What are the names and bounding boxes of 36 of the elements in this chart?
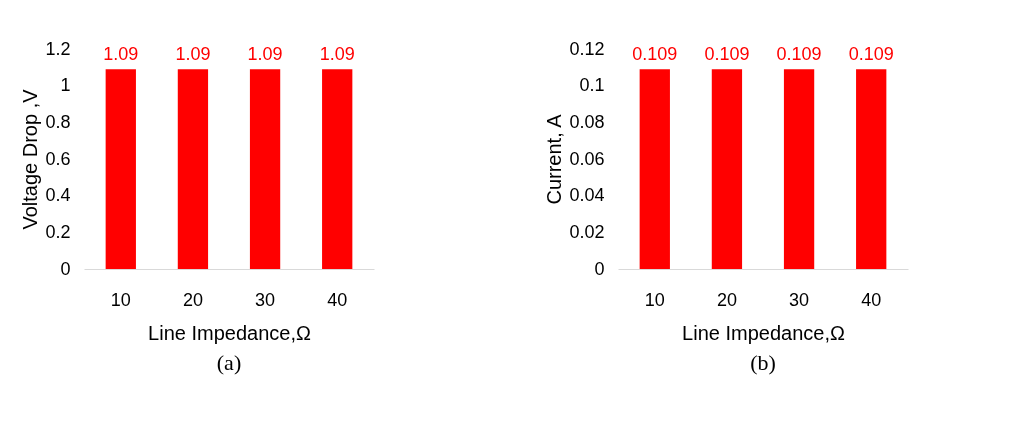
x-tick-label: 10 [644,289,665,310]
data-label: 0.109 [776,44,822,65]
y-tick-label: 0.1 [579,75,605,96]
y-tick-label: 0.6 [45,148,71,169]
data-label: 1.09 [247,44,283,65]
data-label: 0.109 [704,44,750,65]
y-tick-label: 0.8 [45,111,71,132]
y-tick-label: 1.2 [45,38,71,59]
x-tick-label: 20 [716,289,737,310]
y-tick-label: 0.2 [45,221,71,242]
x-tick-label: 20 [182,289,203,310]
data-label: 1.09 [175,44,211,65]
x-tick-label: 10 [110,289,131,310]
x-axis-title: Line Impedance,Ω [148,321,311,344]
data-label: 1.09 [319,44,355,65]
y-tick-label: 0 [60,258,71,279]
y-axis-title: Voltage Drop ,V [19,88,42,230]
text: (b) [750,350,776,375]
data-label: 0.109 [632,44,678,65]
x-tick-label: 30 [789,289,810,310]
y-tick-label: 1 [60,75,71,96]
x-tick-label: 30 [255,289,276,310]
y-tick-label: 0.02 [569,221,605,242]
y-tick-label: 0.12 [569,38,605,59]
x-tick-label: 40 [861,289,882,310]
y-axis-title: Current, A [543,113,566,205]
data-label: 1.09 [103,44,139,65]
data-label: 0.109 [848,44,894,65]
text: (a) [216,350,242,375]
x-tick-label: 40 [327,289,348,310]
y-tick-label: 0.04 [569,185,605,206]
y-tick-label: 0 [594,258,605,279]
y-tick-label: 0.08 [569,111,605,132]
x-axis-title: Line Impedance,Ω [682,321,845,344]
y-tick-label: 0.06 [569,148,605,169]
y-tick-label: 0.4 [45,185,71,206]
